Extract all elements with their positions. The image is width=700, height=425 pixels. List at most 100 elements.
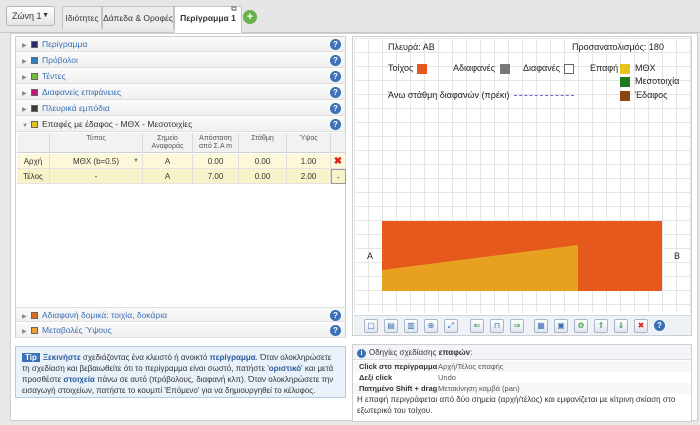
height-cell[interactable]: 1.00: [287, 154, 331, 169]
tab-label: Ιδιότητες: [65, 13, 99, 23]
zone-dropdown-label: Ζώνη 1: [12, 11, 42, 21]
accordion-awnings[interactable]: ▶ Τέντες?: [16, 69, 345, 84]
guide-title: i Οδηγίες σχεδίασης επαφών:: [353, 345, 691, 360]
accordion-ground-contacts[interactable]: ▼ Επαφές με έδαφος - ΜΘΧ - Μεσοτοιχίες?: [16, 117, 345, 132]
table-header: Τύπος Σημείο Αναφοράς Απόσταση από Σ.Α m…: [17, 133, 346, 154]
delete-icon[interactable]: ✖: [634, 319, 648, 333]
ground-legend-swatch: [620, 91, 630, 101]
tip-text-2: σχεδιάζοντας ένα κλειστό ή ανοικτό: [80, 353, 210, 362]
tip-text-bold-5: οριστικό: [268, 364, 302, 373]
header-level: Στάθμη: [239, 133, 287, 153]
guide-value: Undo: [438, 373, 456, 382]
party-wall-legend-label: Μεσοτοιχία: [635, 76, 680, 86]
help-icon[interactable]: ?: [330, 310, 341, 321]
help-icon[interactable]: ?: [330, 103, 341, 114]
guide-title-suffix: :: [470, 348, 473, 357]
row-name: Τέλος: [17, 169, 50, 184]
distance-cell[interactable]: 0.00: [193, 154, 239, 169]
accordion-height-changes[interactable]: ▶ Μεταβολές Ύψους?: [16, 323, 345, 338]
level-cell[interactable]: 0.00: [239, 154, 287, 169]
table-row[interactable]: Τέλος - A 7.00 0.00 2.00 -: [17, 169, 346, 184]
tab-label: Περίγραμμα 1: [180, 13, 236, 23]
help-icon[interactable]: ?: [654, 320, 665, 331]
drawing-guide-panel: i Οδηγίες σχεδίασης επαφών: Click στο περ…: [352, 344, 692, 422]
accordion-projections[interactable]: ▶ Πρόβολοι?: [16, 53, 345, 68]
accordion-label: Πρόβολοι: [42, 55, 78, 65]
header-action: [331, 133, 346, 153]
side-label: Πλευρά: ΑΒ: [388, 42, 435, 52]
chevron-right-icon: ▶: [22, 314, 27, 320]
accordion-transparent-surfaces[interactable]: ▶ Διαφανείς επιφάνειες?: [16, 85, 345, 100]
paste-icon[interactable]: ▤: [384, 319, 398, 333]
help-icon[interactable]: ?: [330, 39, 341, 50]
up-icon[interactable]: ⇑: [594, 319, 608, 333]
transparent-legend-swatch: [564, 64, 574, 74]
guide-key: Δεξί click: [359, 373, 393, 382]
image-icon[interactable]: ▦: [534, 319, 548, 333]
tab-floors-ceilings[interactable]: Δάπεδα & Οροφές: [102, 6, 174, 29]
guide-value: Μετακίνηση καμβά (pan): [438, 384, 520, 393]
color-swatch: [31, 105, 38, 112]
add-tab-button[interactable]: +: [243, 10, 257, 24]
zoom-in-icon[interactable]: ⊕: [424, 319, 438, 333]
type-cell[interactable]: -: [50, 169, 143, 184]
accordion-label: Μεταβολές Ύψους: [42, 325, 112, 335]
distance-cell[interactable]: 7.00: [193, 169, 239, 184]
drawing-toolbar: ▢ ▤ ▥ ⊕ ⤢ ⇐ ⊓ ⇒ ▦ ▣ ⚙ ⇑ ⇓ ✖ ?: [354, 315, 691, 335]
help-icon[interactable]: ?: [330, 119, 341, 130]
accordion-outline[interactable]: ▶ Περίγραμμα?: [16, 37, 345, 52]
cut-icon[interactable]: ▥: [404, 319, 418, 333]
point-a-label: A: [367, 251, 374, 261]
row-name: Αρχή: [17, 154, 50, 169]
accordion-label: Περίγραμμα: [42, 39, 88, 49]
delete-row-icon[interactable]: ✖: [331, 154, 346, 169]
guide-title-prefix: Οδηγίες σχεδίασης: [369, 348, 439, 357]
level-cell[interactable]: 0.00: [239, 169, 287, 184]
mthx-legend-swatch: [620, 64, 630, 74]
tab-properties[interactable]: Ιδιότητες: [62, 6, 102, 29]
help-icon[interactable]: ?: [330, 71, 341, 82]
ref-point-cell[interactable]: A: [143, 154, 193, 169]
guide-row: Δεξί click Undo: [353, 372, 691, 383]
chevron-right-icon: ▶: [22, 329, 27, 335]
party-wall-legend-swatch: [620, 77, 630, 87]
color-swatch: [31, 41, 38, 48]
ref-point-cell[interactable]: A: [143, 169, 193, 184]
wall-legend-label: Τοίχος: [388, 63, 414, 73]
help-icon[interactable]: ?: [330, 325, 341, 336]
top-bar: Ζώνη 1 ▼ Ιδιότητες Δάπεδα & Οροφές Περίγ…: [0, 0, 700, 34]
tab-outline[interactable]: Περίγραμμα 1: [174, 6, 242, 34]
tip-tag: Tip: [22, 353, 40, 362]
type-select[interactable]: ΜΘΧ (b=0.5) ▼: [50, 154, 143, 169]
height-cell[interactable]: 2.00: [287, 169, 331, 184]
header-height: Ύψος: [287, 133, 331, 153]
contact-legend-label: Επαφή: [590, 63, 619, 73]
popout-icon[interactable]: ⧉: [231, 4, 237, 13]
zone-dropdown[interactable]: Ζώνη 1 ▼: [6, 6, 55, 26]
settings-icon[interactable]: ⚙: [574, 319, 588, 333]
row-action-cell[interactable]: -: [331, 169, 346, 184]
guide-row: Πατημένο Shift + drag Μετακίνηση καμβά (p…: [353, 383, 691, 394]
accordion-opaque-elements[interactable]: ▶ Αδιαφανή δομικά: τοιχία, δοκάρια?: [16, 307, 345, 322]
chevron-down-icon: ▼: [42, 12, 49, 19]
chevron-down-icon: ▼: [22, 123, 28, 129]
type-value: ΜΘΧ (b=0.5): [72, 157, 119, 166]
chevron-right-icon: ▶: [22, 59, 27, 65]
wall-drawing: [382, 221, 662, 291]
help-icon[interactable]: ?: [330, 87, 341, 98]
move-left-icon[interactable]: ⇐: [470, 319, 484, 333]
fit-icon[interactable]: ⤢: [444, 319, 458, 333]
header-blank: [17, 133, 50, 153]
drawing-canvas[interactable]: Πλευρά: ΑΒ Προσανατολισμός: 180 Τοίχος Α…: [354, 38, 691, 313]
accordion-side-obstacles[interactable]: ▶ Πλευρικά εμπόδια?: [16, 101, 345, 116]
move-right-icon[interactable]: ⇒: [510, 319, 524, 333]
upper-level-label: Άνω στάθμη διαφανών (πρέκι): [388, 90, 510, 100]
table-row[interactable]: Αρχή ΜΘΧ (b=0.5) ▼ A 0.00 0.00 1.00 ✖: [17, 154, 346, 169]
move-start-icon[interactable]: ⊓: [490, 319, 504, 333]
help-icon[interactable]: ?: [330, 55, 341, 66]
drawing-panel: Πλευρά: ΑΒ Προσανατολισμός: 180 Τοίχος Α…: [352, 36, 692, 336]
export-icon[interactable]: ▣: [554, 319, 568, 333]
guide-key: Πατημένο Shift + drag: [359, 384, 438, 393]
down-icon[interactable]: ⇓: [614, 319, 628, 333]
copy-icon[interactable]: ▢: [364, 319, 378, 333]
